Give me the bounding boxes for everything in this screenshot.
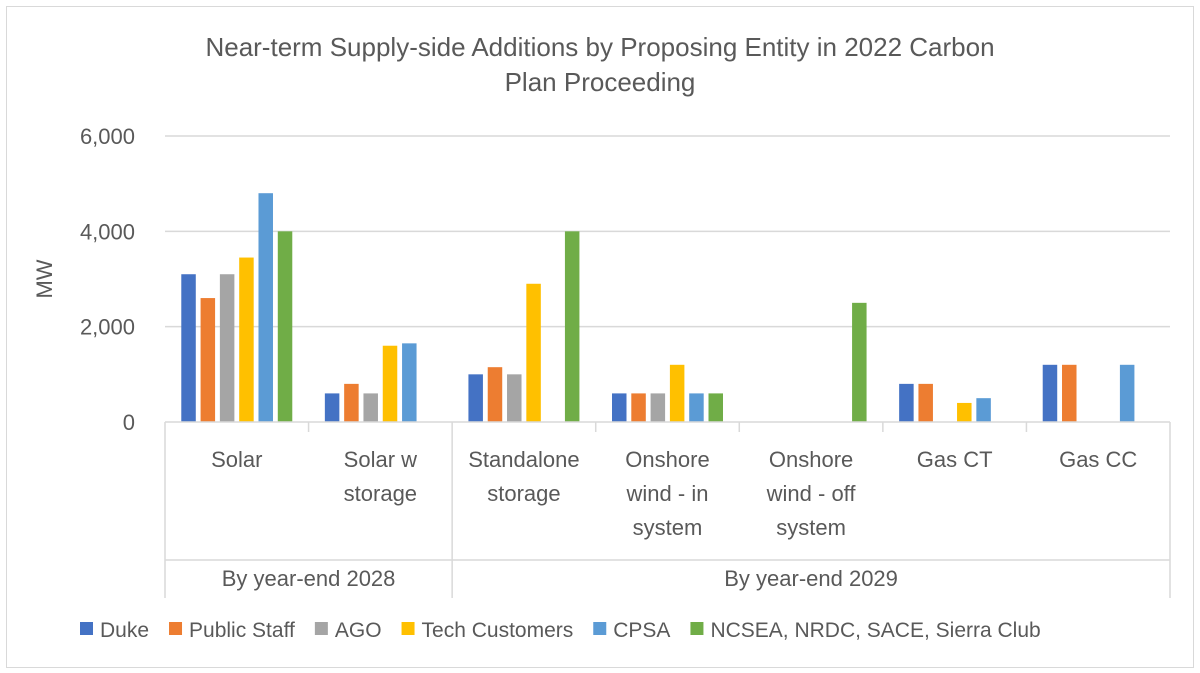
x-tick-label: Onshore bbox=[769, 447, 853, 472]
y-tick-label: 0 bbox=[123, 410, 135, 435]
legend-label: CPSA bbox=[613, 619, 670, 642]
bar-ago-2 bbox=[507, 374, 522, 422]
x-tick-label: Gas CC bbox=[1059, 447, 1137, 472]
legend-swatch bbox=[169, 622, 183, 635]
bar-ago-3 bbox=[650, 393, 666, 422]
bar-duke-6 bbox=[1042, 364, 1058, 422]
bar-cpsa-5 bbox=[976, 398, 991, 422]
bar-cpsa-6 bbox=[1119, 364, 1135, 422]
chart-title: Near-term Supply-side Additions by Propo… bbox=[205, 32, 994, 62]
legend-label: NCSEA, NRDC, SACE, Sierra Club bbox=[710, 619, 1040, 642]
bar-duke-1 bbox=[324, 393, 340, 422]
bar-public-staff-5 bbox=[918, 383, 933, 422]
legend-swatch bbox=[314, 622, 328, 635]
bar-tech-customers-5 bbox=[957, 402, 972, 422]
legend-label: Duke bbox=[100, 619, 149, 642]
bar-cpsa-0 bbox=[258, 193, 273, 422]
group-label: By year-end 2028 bbox=[222, 566, 396, 591]
bar-duke-0 bbox=[181, 274, 196, 422]
legend-label: Public Staff bbox=[189, 619, 295, 642]
bar-ncsea-nrdc-sace-sierra-club-3 bbox=[708, 393, 723, 422]
bar-ago-0 bbox=[219, 274, 235, 422]
x-tick-label: system bbox=[633, 515, 703, 540]
y-axis-label: MW bbox=[32, 259, 57, 298]
y-tick-label: 2,000 bbox=[80, 315, 135, 340]
bar-tech-customers-3 bbox=[669, 364, 685, 422]
bar-duke-3 bbox=[612, 393, 627, 422]
group-label: By year-end 2029 bbox=[724, 566, 898, 591]
bar-ncsea-nrdc-sace-sierra-club-0 bbox=[277, 231, 293, 422]
legend-swatch bbox=[593, 622, 607, 635]
bar-tech-customers-0 bbox=[239, 257, 254, 422]
bar-duke-5 bbox=[899, 383, 914, 422]
bar-public-staff-2 bbox=[487, 367, 503, 422]
legend-swatch bbox=[80, 622, 93, 635]
y-tick-label: 6,000 bbox=[80, 124, 135, 149]
bar-cpsa-3 bbox=[689, 393, 704, 422]
chart-title: Plan Proceeding bbox=[505, 67, 696, 97]
bar-cpsa-1 bbox=[402, 343, 417, 422]
bar-public-staff-0 bbox=[200, 298, 216, 422]
x-tick-label: Solar bbox=[211, 447, 262, 472]
x-tick-label: Solar w bbox=[344, 447, 417, 472]
bar-public-staff-3 bbox=[631, 393, 646, 422]
bar-duke-2 bbox=[468, 374, 483, 422]
bar-tech-customers-1 bbox=[382, 345, 398, 422]
legend-swatch bbox=[401, 622, 415, 635]
x-tick-label: Gas CT bbox=[917, 447, 993, 472]
legend-label: Tech Customers bbox=[422, 619, 574, 642]
y-tick-label: 4,000 bbox=[80, 219, 135, 244]
legend-label: AGO bbox=[335, 619, 382, 642]
legend-swatch bbox=[690, 622, 704, 635]
x-tick-label: Onshore bbox=[625, 447, 709, 472]
bar-ncsea-nrdc-sace-sierra-club-4 bbox=[852, 302, 867, 422]
x-tick-label: storage bbox=[344, 481, 417, 506]
chart-border bbox=[6, 6, 1194, 668]
x-tick-label: storage bbox=[487, 481, 560, 506]
x-tick-label: wind - off bbox=[766, 481, 857, 506]
bar-ago-1 bbox=[363, 393, 378, 422]
bar-ncsea-nrdc-sace-sierra-club-2 bbox=[564, 231, 580, 422]
bar-public-staff-1 bbox=[344, 383, 359, 422]
bar-tech-customers-2 bbox=[526, 283, 541, 422]
x-tick-label: system bbox=[776, 515, 846, 540]
bar-public-staff-6 bbox=[1062, 364, 1077, 422]
x-tick-label: Standalone bbox=[468, 447, 579, 472]
x-tick-label: wind - in bbox=[626, 481, 709, 506]
